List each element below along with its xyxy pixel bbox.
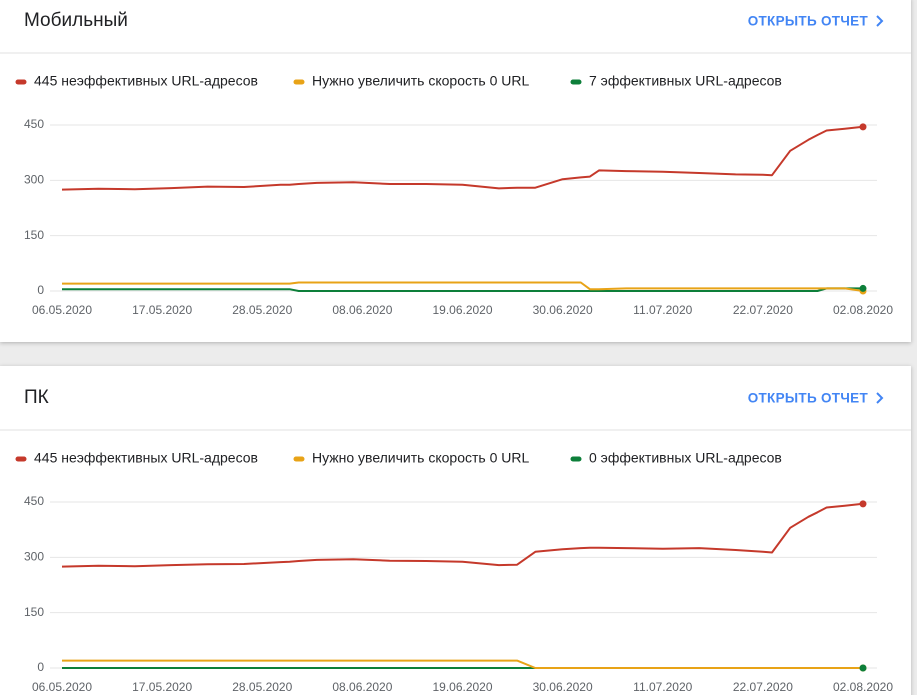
- card-title: Мобильный: [24, 10, 128, 31]
- x-tick-label: 22.07.2020: [733, 303, 793, 317]
- card-title: ПК: [24, 387, 49, 408]
- chevron-icon: [876, 392, 884, 404]
- end-point: [859, 500, 867, 508]
- end-point: [859, 284, 867, 292]
- y-tick-label: 450: [24, 117, 44, 131]
- x-tick-label: 11.07.2020: [633, 680, 692, 694]
- y-tick-label: 0: [37, 283, 44, 297]
- series-line: [61, 125, 864, 191]
- legend-label[interactable]: Нужно увеличить скорость 0 URL: [312, 450, 529, 466]
- x-tick-label: 22.07.2020: [733, 680, 793, 694]
- open-report-link[interactable]: ОТКРЫТЬ ОТЧЕТ: [748, 14, 869, 29]
- y-tick-label: 150: [24, 605, 44, 619]
- series-line: [61, 502, 864, 568]
- y-tick-label: 150: [24, 228, 44, 242]
- x-tick-label: 02.08.2020: [833, 303, 893, 317]
- end-point: [859, 123, 867, 131]
- legend-label[interactable]: 7 эффективных URL-адресов: [589, 73, 782, 89]
- x-tick-label: 02.08.2020: [833, 680, 893, 694]
- y-tick-label: 450: [24, 494, 44, 508]
- x-tick-label: 06.05.2020: [32, 680, 92, 694]
- x-tick-label: 08.06.2020: [332, 303, 392, 317]
- series-line: [62, 287, 863, 292]
- y-tick-label: 300: [24, 173, 44, 187]
- open-report-link[interactable]: ОТКРЫТЬ ОТЧЕТ: [748, 391, 869, 406]
- x-tick-label: 17.05.2020: [132, 680, 192, 694]
- y-tick-label: 300: [24, 550, 44, 564]
- x-tick-label: 08.06.2020: [332, 680, 392, 694]
- chevron-icon: [876, 15, 884, 27]
- series-line: [62, 659, 863, 669]
- x-tick-label: 17.05.2020: [132, 303, 192, 317]
- x-tick-label: 30.06.2020: [533, 680, 593, 694]
- y-tick-label: 0: [37, 660, 44, 674]
- legend-label[interactable]: 0 эффективных URL-адресов: [589, 450, 782, 466]
- end-point: [859, 664, 867, 672]
- x-tick-label: 28.05.2020: [232, 680, 292, 694]
- x-tick-label: 06.05.2020: [32, 303, 92, 317]
- x-tick-label: 19.06.2020: [432, 303, 492, 317]
- series-line: [62, 281, 864, 292]
- legend-label[interactable]: Нужно увеличить скорость 0 URL: [312, 73, 529, 89]
- legend-label[interactable]: 445 неэффективных URL-адресов: [34, 450, 258, 466]
- x-tick-label: 28.05.2020: [232, 303, 292, 317]
- legend-label[interactable]: 445 неэффективных URL-адресов: [34, 73, 258, 89]
- x-tick-label: 30.06.2020: [533, 303, 593, 317]
- x-tick-label: 11.07.2020: [633, 303, 692, 317]
- card: [0, 366, 911, 695]
- x-tick-label: 19.06.2020: [432, 680, 492, 694]
- card: [0, 0, 911, 342]
